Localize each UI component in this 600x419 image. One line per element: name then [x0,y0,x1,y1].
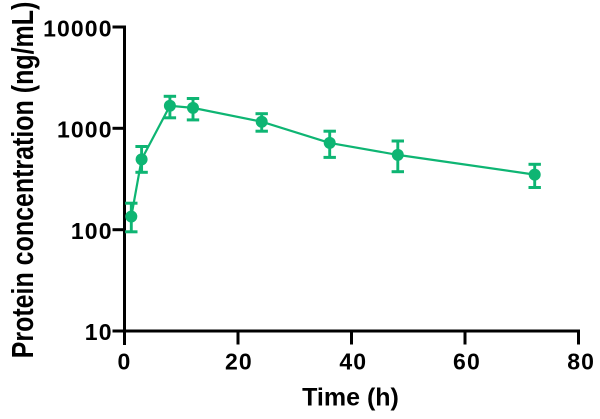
svg-text:40: 40 [339,349,367,375]
svg-text:80: 80 [567,349,595,375]
svg-text:10000: 10000 [43,15,112,41]
svg-text:20: 20 [225,349,253,375]
svg-text:1000: 1000 [57,117,113,143]
svg-text:Time (h): Time (h) [302,383,399,411]
svg-text:10: 10 [85,319,113,345]
svg-text:60: 60 [453,349,481,375]
svg-text:100: 100 [71,218,113,244]
svg-text:0: 0 [117,349,131,375]
svg-text:Protein concentration (ng/mL): Protein concentration (ng/mL) [5,2,39,359]
